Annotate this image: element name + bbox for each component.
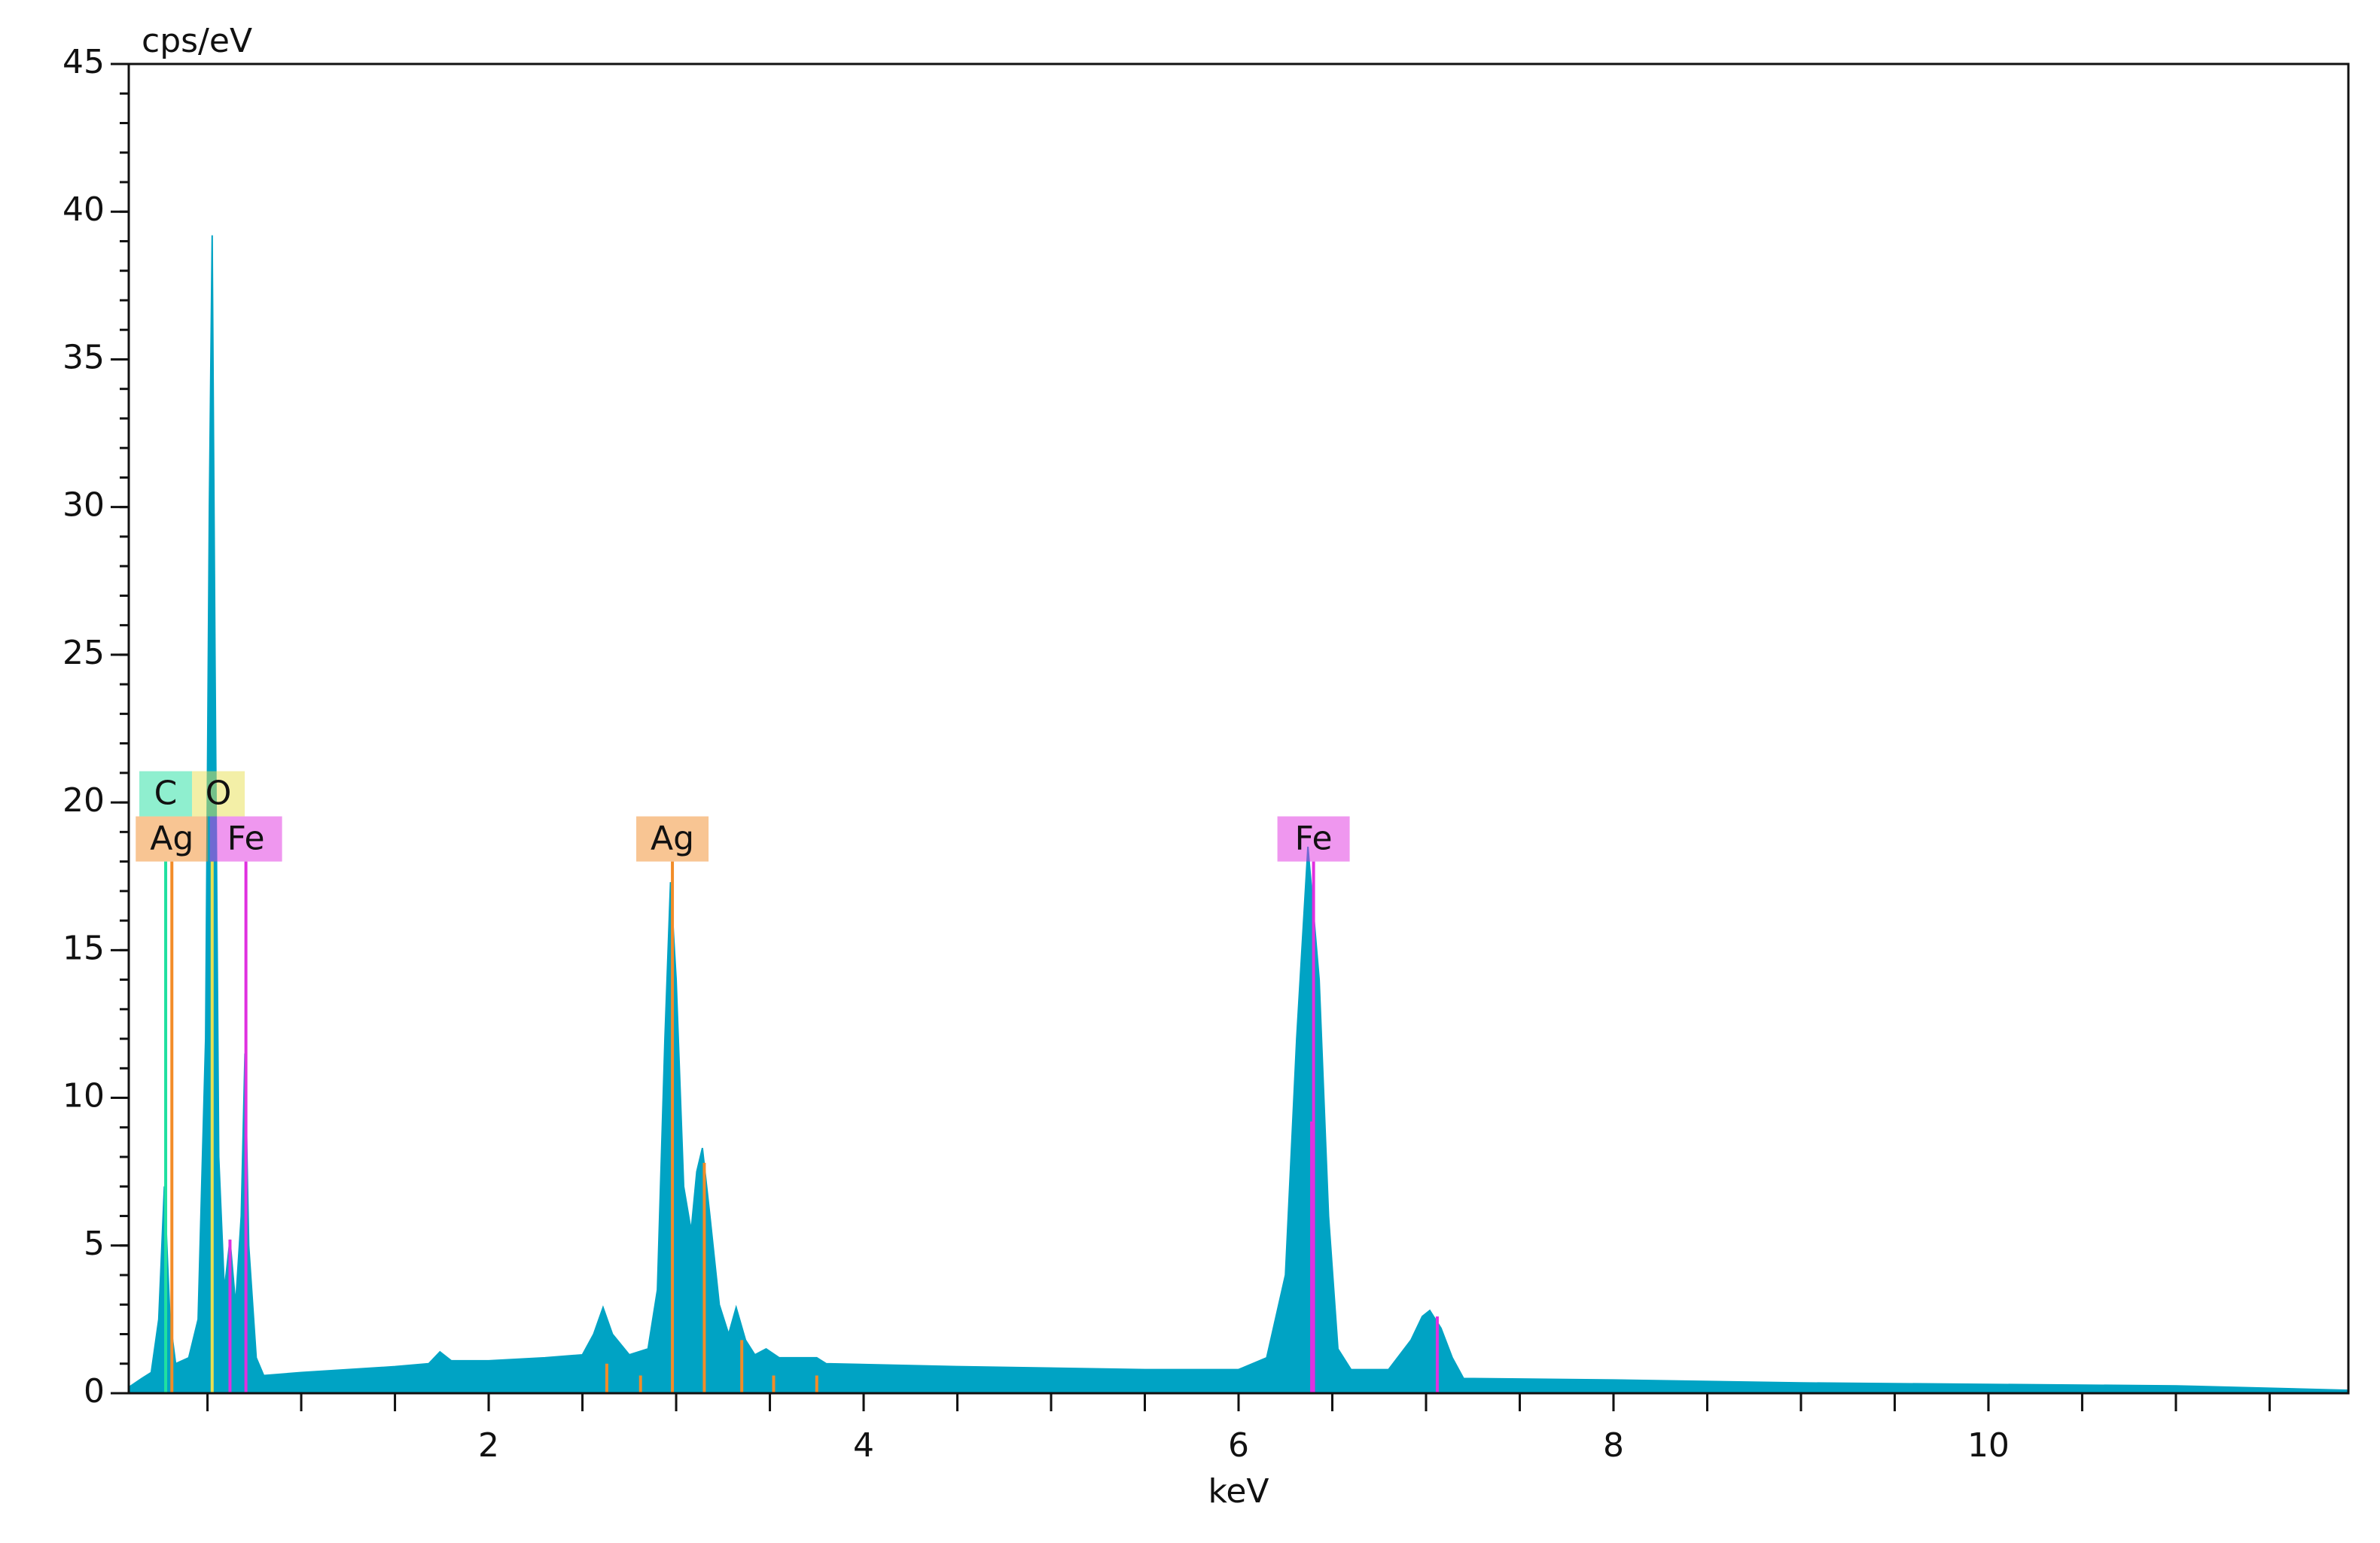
y-tick-label: 40 bbox=[62, 190, 105, 229]
x-tick-label: 4 bbox=[853, 1426, 874, 1465]
x-tick-label: 2 bbox=[478, 1426, 499, 1465]
plot-frame bbox=[127, 62, 2350, 1395]
y-tick-label: 30 bbox=[62, 486, 105, 525]
x-tick-label: 8 bbox=[1603, 1426, 1624, 1465]
element-label-box bbox=[209, 816, 282, 862]
y-tick-label: 5 bbox=[84, 1225, 105, 1263]
y-tick-label: 45 bbox=[62, 43, 105, 81]
element-label-box bbox=[636, 816, 709, 862]
element-label: Fe bbox=[1295, 820, 1333, 858]
element-label: Ag bbox=[651, 820, 694, 858]
y-tick-label: 20 bbox=[62, 781, 105, 820]
element-label-box bbox=[136, 816, 209, 862]
element-label: Ag bbox=[150, 820, 194, 858]
y-axis-label: cps/eV bbox=[142, 22, 252, 60]
x-axis-label: keV bbox=[1208, 1472, 1269, 1511]
element-label: C bbox=[154, 775, 178, 813]
y-tick-label: 35 bbox=[62, 338, 105, 376]
y-tick-label: 10 bbox=[62, 1077, 105, 1115]
element-label: O bbox=[206, 775, 232, 813]
element-label: Fe bbox=[227, 820, 265, 858]
element-label-box bbox=[192, 771, 245, 817]
y-tick-label: 15 bbox=[62, 929, 105, 967]
element-label-box bbox=[1277, 816, 1350, 862]
element-label-box bbox=[139, 771, 193, 817]
spectrum bbox=[128, 235, 2349, 1394]
x-tick-label: 6 bbox=[1228, 1426, 1249, 1465]
y-tick-label: 0 bbox=[84, 1372, 105, 1411]
y-tick-label: 25 bbox=[62, 634, 105, 672]
x-tick-label: 10 bbox=[1967, 1426, 2010, 1465]
